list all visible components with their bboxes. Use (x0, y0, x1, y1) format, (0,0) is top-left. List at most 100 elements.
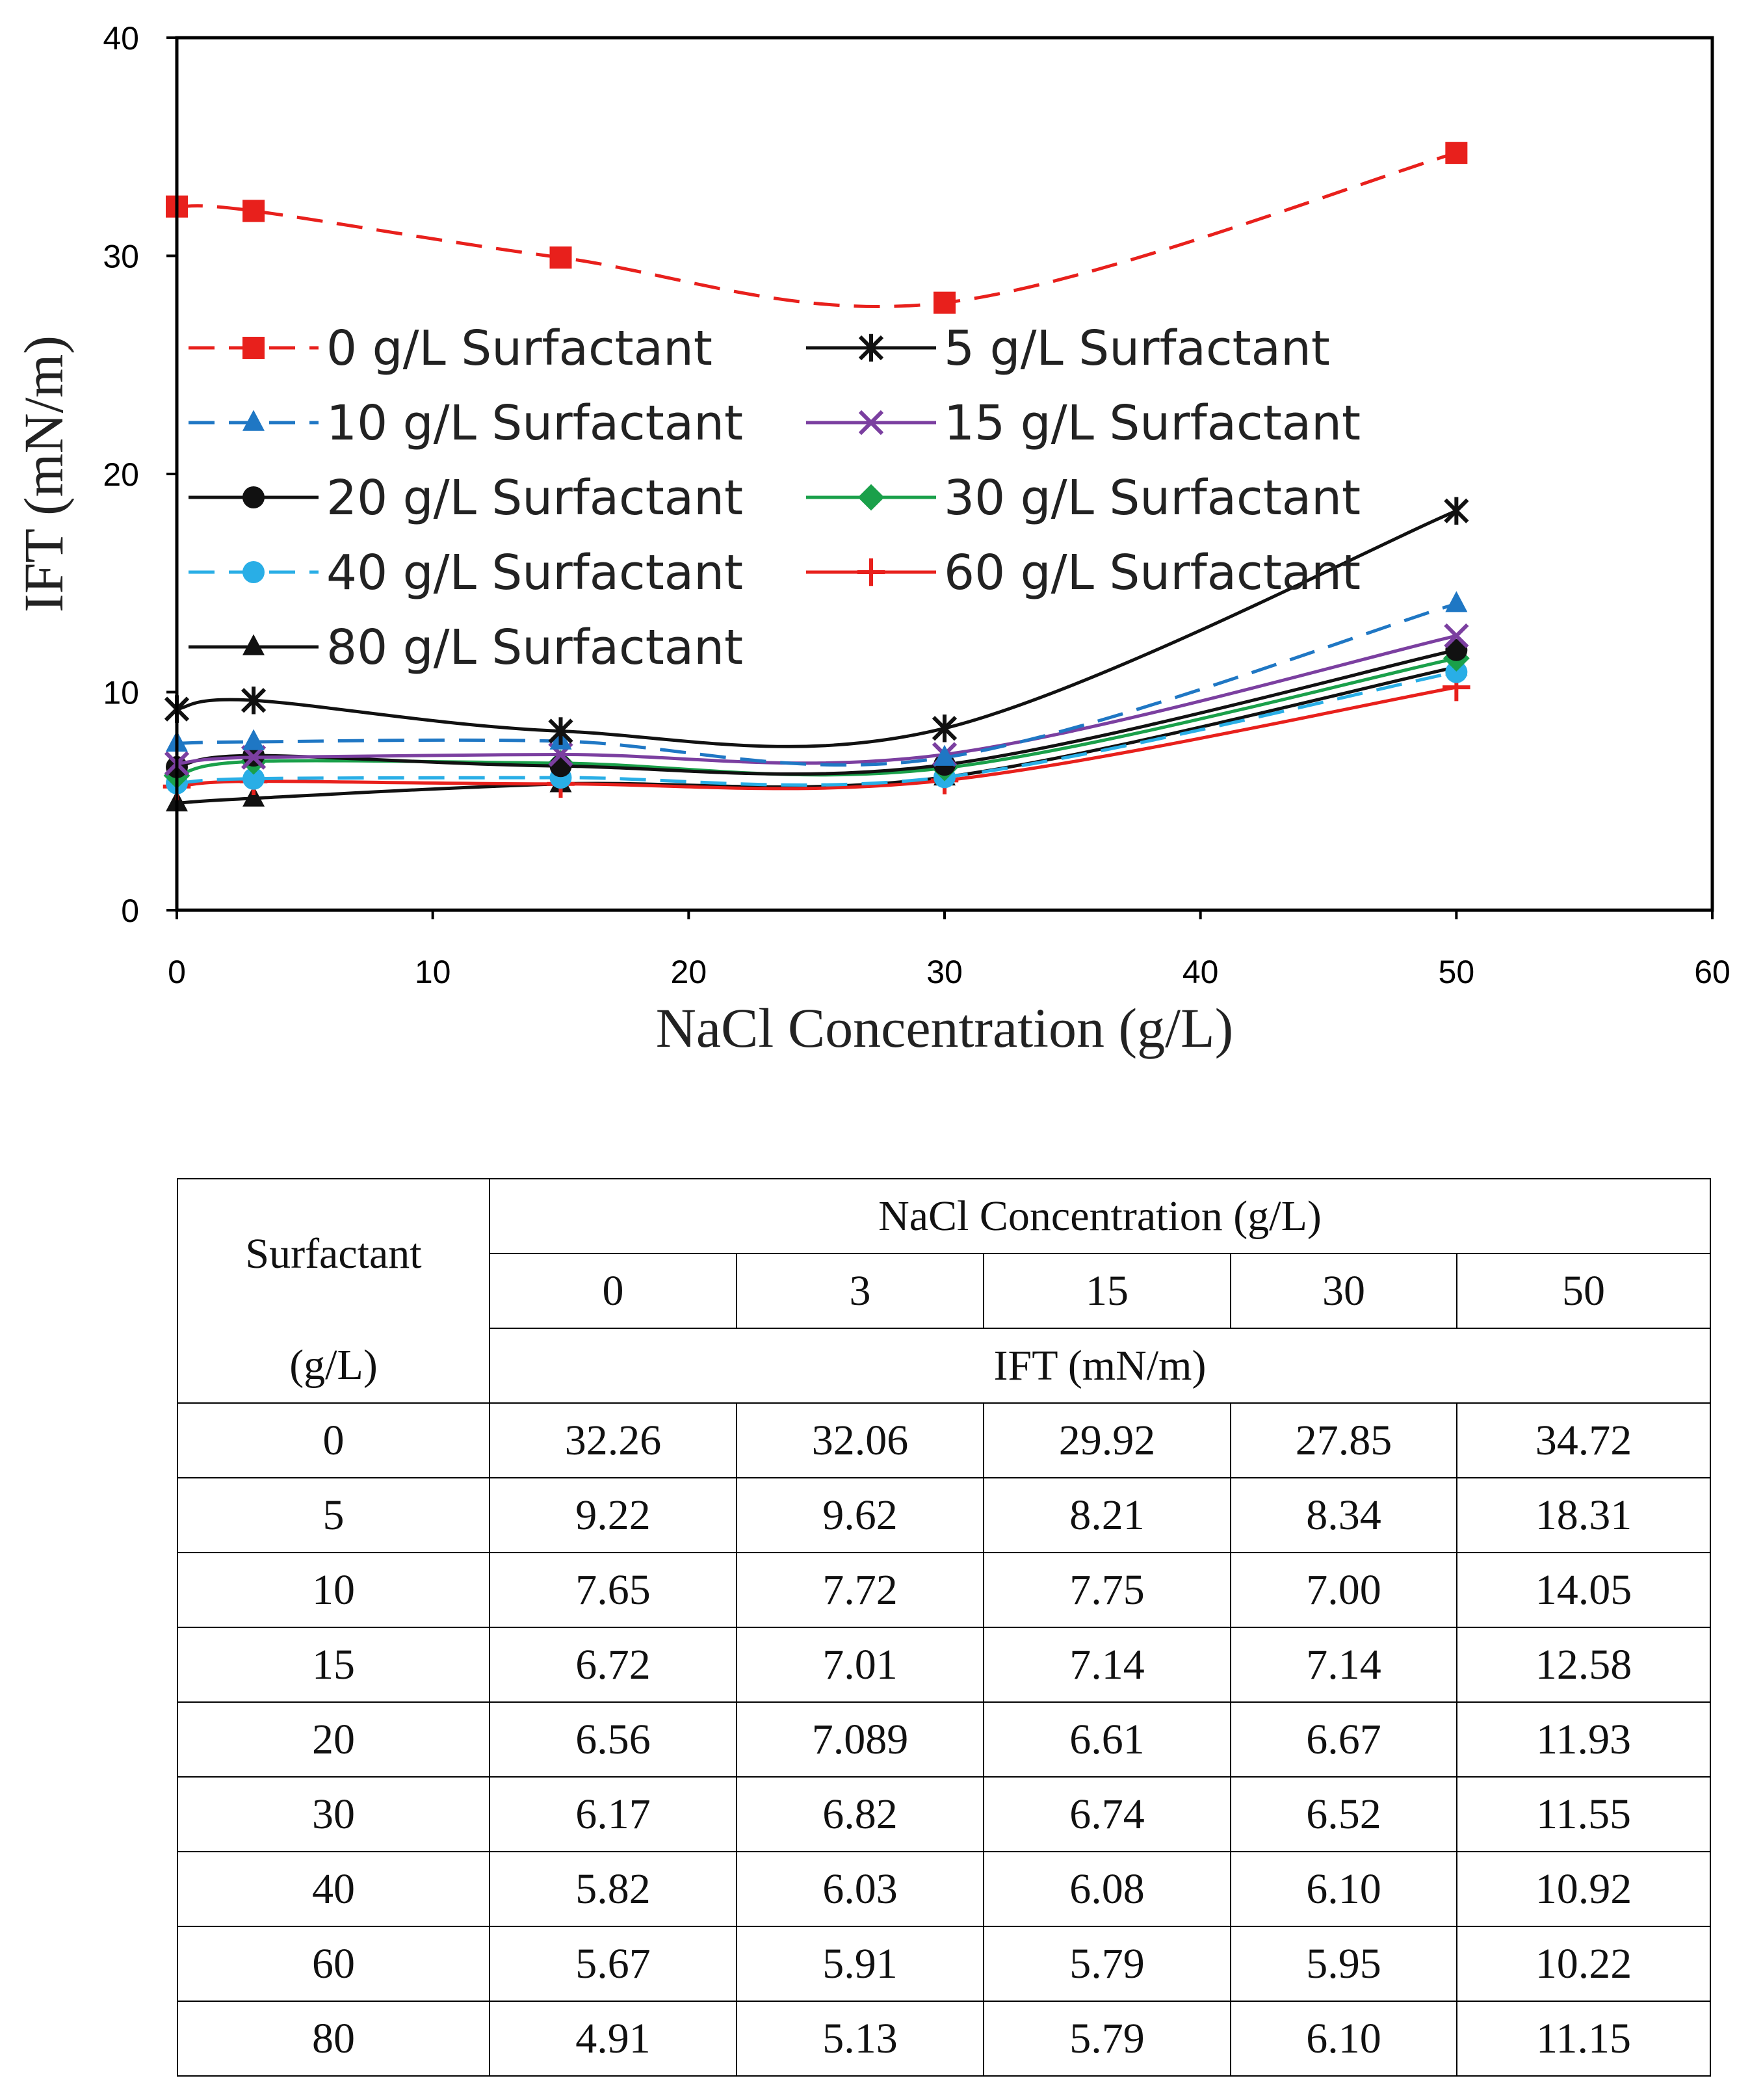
ift-value-cell: 32.26 (489, 1402, 737, 1478)
data-point (1445, 661, 1468, 683)
ift-value-cell: 6.72 (489, 1627, 737, 1703)
data-point (1445, 638, 1468, 661)
x-tick-label: 60 (1694, 954, 1730, 990)
ift-value-cell: 7.14 (983, 1627, 1231, 1703)
ift-value-cell: 6.82 (736, 1776, 984, 1852)
data-point (549, 246, 572, 269)
legend: 0 g/L Surfactant 5 g/L Surfactant 10 g/L S… (189, 321, 1361, 676)
ift-value-cell: 6.10 (1230, 1851, 1457, 1927)
data-point (242, 561, 265, 583)
series-line (176, 151, 1457, 308)
ift-value-cell: 7.65 (489, 1552, 737, 1628)
ift-value-cell: 5.82 (489, 1851, 737, 1927)
legend-label: 40 g/L Surfactant (326, 545, 743, 601)
legend-label: 30 g/L Surfactant (944, 470, 1361, 526)
series-line (176, 634, 1457, 766)
ift-value-cell: 6.03 (736, 1851, 984, 1927)
ift-value-cell: 5.79 (983, 1926, 1231, 2002)
surfactant-cell: 20 (177, 1701, 490, 1778)
legend-item: 80 g/L Surfactant (189, 620, 743, 676)
table-row: 30 6.17 6.82 6.74 6.52 11.55 (177, 1776, 1711, 1852)
ift-value-cell: 5.91 (736, 1926, 984, 2002)
series-5gl (164, 497, 1469, 748)
surfactant-cell: 0 (177, 1402, 490, 1478)
surfactant-cell: 5 (177, 1477, 490, 1553)
ift-value-cell: 6.74 (983, 1776, 1231, 1852)
data-point (1445, 591, 1468, 612)
x-tick-label: 40 (1182, 954, 1219, 990)
ift-value-cell: 7.01 (736, 1627, 984, 1703)
series-60gl (163, 673, 1470, 801)
surfactant-cell: 60 (177, 1926, 490, 2002)
legend-label: 20 g/L Surfactant (326, 470, 743, 526)
table-row: 0 32.26 32.06 29.92 27.85 34.72 (177, 1402, 1711, 1478)
surfactant-cell: 30 (177, 1776, 490, 1852)
table-row: 80 4.91 5.13 5.79 6.10 11.15 (177, 2001, 1711, 2077)
concentration-cell: 3 (736, 1253, 984, 1329)
ift-value-cell: 6.56 (489, 1701, 737, 1778)
data-point (241, 686, 267, 715)
data-point (242, 767, 265, 790)
ift-value-cell: 7.75 (983, 1552, 1231, 1628)
series-line (176, 670, 1457, 787)
ift-value-cell: 6.08 (983, 1851, 1231, 1927)
data-point (1444, 623, 1469, 649)
ift-value-cell: 5.79 (983, 2001, 1231, 2077)
data-point (1445, 142, 1468, 164)
y-tick-label: 30 (103, 239, 139, 275)
ift-value-cell: 8.21 (983, 1477, 1231, 1553)
nacl-header: NaCl Concentration (g/L) (489, 1178, 1711, 1254)
ift-header: IFT (mN/m) (489, 1328, 1711, 1404)
table-unit-row: (g/L) IFT (mN/m) (177, 1328, 1711, 1404)
surfactant-cell: 15 (177, 1627, 490, 1703)
series-0gl (166, 142, 1468, 314)
data-point (858, 334, 884, 362)
data-point (858, 410, 884, 436)
y-tick-label: 20 (103, 456, 139, 493)
ift-value-cell: 18.31 (1456, 1477, 1711, 1553)
data-point (934, 291, 956, 314)
ift-value-cell: 10.92 (1456, 1851, 1711, 1927)
ift-data-table: Surfactant NaCl Concentration (g/L) 0 3 … (177, 1178, 1711, 2077)
legend-item: 20 g/L Surfactant (189, 470, 743, 526)
ift-value-cell: 7.00 (1230, 1552, 1457, 1628)
legend-label: 15 g/L Surfactant (944, 395, 1361, 451)
x-tick-label: 10 (415, 954, 451, 990)
data-point (549, 755, 572, 778)
concentration-cell: 50 (1456, 1253, 1711, 1329)
ift-value-cell: 11.93 (1456, 1701, 1711, 1778)
table-row: 10 7.65 7.72 7.75 7.00 14.05 (177, 1552, 1711, 1628)
table-header-row: Surfactant NaCl Concentration (g/L) (177, 1178, 1711, 1328)
series-10gl (166, 591, 1468, 767)
ift-value-cell: 7.089 (736, 1701, 984, 1778)
ift-value-cell: 6.17 (489, 1776, 737, 1852)
data-point (857, 558, 885, 586)
x-tick-label: 20 (671, 954, 707, 990)
surfactant-header: Surfactant (177, 1178, 490, 1328)
ift-value-cell: 6.67 (1230, 1701, 1457, 1778)
y-tick-label: 0 (121, 893, 139, 929)
ift-value-cell: 5.95 (1230, 1926, 1457, 2002)
ift-value-cell: 11.55 (1456, 1776, 1711, 1852)
table-concentration-row: 0 3 15 30 50 (177, 1253, 1711, 1329)
concentration-cell: 15 (983, 1253, 1231, 1329)
series-line (176, 509, 1457, 748)
surfactant-cell: 80 (177, 2001, 490, 2077)
legend-item: 0 g/L Surfactant (189, 321, 712, 376)
legend-item: 30 g/L Surfactant (806, 470, 1361, 526)
ift-value-cell: 9.22 (489, 1477, 737, 1553)
x-axis-title: NaCl Concentration (g/L) (656, 997, 1233, 1059)
data-point (1444, 497, 1469, 525)
axes-layer: 0 10 20 30 40 50 60 0 10 20 30 40 (103, 20, 1730, 990)
legend-label: 80 g/L Surfactant (326, 620, 743, 676)
concentration-cell: 0 (489, 1253, 737, 1329)
ift-value-cell: 12.58 (1456, 1627, 1711, 1703)
y-axis-title: IFT (mN/m) (12, 335, 75, 612)
ift-value-cell: 10.22 (1456, 1926, 1711, 2002)
table-row: 40 5.82 6.03 6.08 6.10 10.92 (177, 1851, 1711, 1927)
legend-item: 60 g/L Surfactant (806, 545, 1361, 601)
ift-value-cell: 14.05 (1456, 1552, 1711, 1628)
y-tick-label: 40 (103, 20, 139, 57)
x-tick-label: 0 (168, 954, 186, 990)
data-point (934, 744, 956, 766)
